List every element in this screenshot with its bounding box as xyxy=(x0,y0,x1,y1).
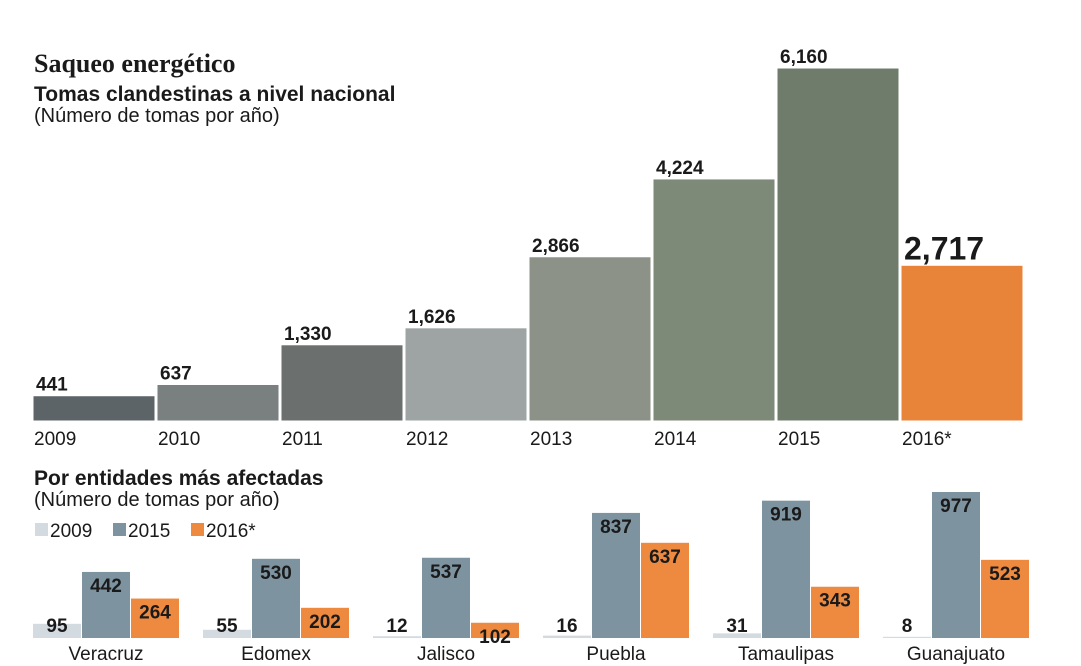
bar xyxy=(252,558,300,638)
x-tick-label: Puebla xyxy=(586,644,646,665)
chart-title: Tomas clandestinas a nivel nacional xyxy=(34,83,395,106)
x-tick-label: Jalisco xyxy=(417,644,475,665)
value-label: 537 xyxy=(430,562,462,583)
bar xyxy=(131,598,179,638)
value-label: 837 xyxy=(600,517,632,538)
x-tick-label: 2015 xyxy=(778,429,820,450)
legend-swatch xyxy=(113,523,126,536)
bar xyxy=(528,256,652,422)
value-label: 919 xyxy=(770,505,802,526)
value-label: 6,160 xyxy=(780,47,828,68)
value-label: 16 xyxy=(556,616,577,637)
legend-label: 2016* xyxy=(206,521,256,542)
bar xyxy=(203,629,251,638)
bar xyxy=(932,492,980,638)
bar xyxy=(82,571,130,638)
bar xyxy=(301,607,349,638)
x-tick-label: 2012 xyxy=(406,429,448,450)
value-label: 95 xyxy=(46,616,68,637)
value-label: 441 xyxy=(36,375,68,396)
value-label: 523 xyxy=(989,564,1021,585)
bar xyxy=(762,500,810,638)
bar xyxy=(811,586,859,638)
value-label: 637 xyxy=(160,363,192,384)
page-title: Saqueo energético xyxy=(34,49,235,78)
value-label: 8 xyxy=(902,616,913,637)
bar xyxy=(900,264,1024,422)
bar xyxy=(373,636,421,638)
legend-swatch xyxy=(35,523,48,536)
value-label: 2,866 xyxy=(532,236,580,257)
value-label: 530 xyxy=(260,563,292,584)
value-label: 202 xyxy=(309,612,341,633)
x-tick-label: Veracruz xyxy=(69,644,144,665)
x-tick-label: Guanajuato xyxy=(907,644,1005,665)
value-label: 637 xyxy=(649,547,681,568)
x-tick-label: Tamaulipas xyxy=(738,644,834,665)
x-tick-label: 2014 xyxy=(654,429,697,450)
value-label: 264 xyxy=(139,603,171,624)
bar xyxy=(32,395,156,422)
bar xyxy=(422,557,470,638)
bar xyxy=(883,636,931,638)
bar xyxy=(641,542,689,638)
value-label: 102 xyxy=(479,627,511,648)
value-label: 1,626 xyxy=(408,307,456,328)
x-tick-label: 2010 xyxy=(158,429,200,450)
chart-title: Por entidades más afectadas xyxy=(34,467,323,490)
value-label: 4,224 xyxy=(656,158,704,179)
value-label: 442 xyxy=(90,576,122,597)
x-tick-label: 2011 xyxy=(282,429,323,450)
value-label: 2,717 xyxy=(904,230,984,266)
bar xyxy=(33,623,81,638)
x-tick-label: 2009 xyxy=(34,429,76,450)
x-tick-label: Edomex xyxy=(241,644,311,665)
value-label: 12 xyxy=(386,616,407,637)
chart-subtitle: (Número de tomas por año) xyxy=(34,489,280,511)
legend-label: 2009 xyxy=(50,521,92,542)
value-label: 343 xyxy=(819,591,851,612)
bar xyxy=(776,67,900,422)
value-label: 977 xyxy=(940,496,972,517)
value-label: 31 xyxy=(726,616,748,637)
x-tick-label: 2013 xyxy=(530,429,572,450)
bar xyxy=(713,633,761,638)
value-label: 1,330 xyxy=(284,324,332,345)
x-tick-label: 2016* xyxy=(902,429,952,450)
bar xyxy=(280,344,404,422)
bar xyxy=(592,512,640,638)
bar xyxy=(652,178,776,422)
value-label: 55 xyxy=(216,616,238,637)
legend-swatch xyxy=(191,523,204,536)
bar xyxy=(471,622,519,638)
bar xyxy=(404,327,528,422)
legend-label: 2015 xyxy=(128,521,170,542)
bar xyxy=(981,559,1029,638)
chart-subtitle: (Número de tomas por año) xyxy=(34,105,280,127)
bar xyxy=(156,383,280,422)
bar xyxy=(543,635,591,638)
